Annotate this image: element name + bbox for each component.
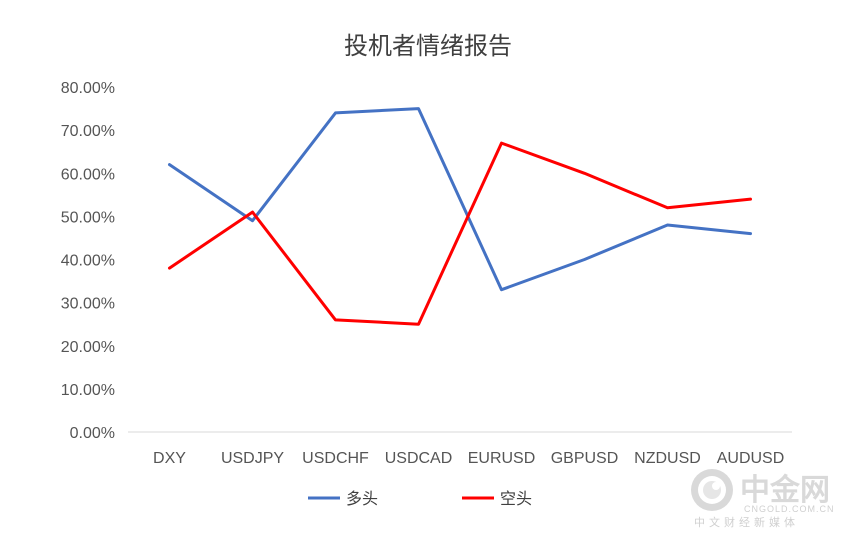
watermark: 中金网 CNGOLD.COM.CN 中文财经新媒体 <box>691 469 835 529</box>
y-tick-label: 60.00% <box>61 166 115 183</box>
x-tick-label: USDCAD <box>385 450 453 467</box>
y-tick-label: 30.00% <box>61 296 115 313</box>
x-tick-label: DXY <box>153 450 186 467</box>
series-line-long[interactable] <box>168 107 752 292</box>
legend-label-short: 空头 <box>500 489 532 508</box>
watermark-url: CNGOLD.COM.CN <box>744 504 835 514</box>
chart-title: 投机者情绪报告 <box>344 32 512 60</box>
y-tick-label: 0.00% <box>70 425 115 442</box>
series-line-short[interactable] <box>168 141 752 326</box>
x-tick-label: GBPUSD <box>551 450 619 467</box>
legend-label-long: 多头 <box>346 489 378 508</box>
cngold-logo-icon <box>691 469 733 511</box>
watermark-subtitle: 中文财经新媒体 <box>694 515 799 529</box>
series-layer <box>168 107 752 326</box>
legend: 多头 空头 <box>308 489 532 508</box>
y-tick-label: 80.00% <box>61 80 115 97</box>
x-tick-label: AUDUSD <box>717 450 785 467</box>
watermark-name: 中金网 <box>740 473 830 508</box>
x-axis-ticks: DXY USDJPY USDCHF USDCAD EURUSD GBPUSD NZDUSD A… <box>153 450 784 467</box>
x-tick-label: USDJPY <box>221 450 284 467</box>
y-tick-label: 10.00% <box>61 382 115 399</box>
x-tick-label: EURUSD <box>468 450 536 467</box>
y-axis-ticks: 0.00% 10.00% 20.00% 30.00% 40.00% 50.00% 60.00… <box>61 80 115 442</box>
legend-item-short[interactable]: 空头 <box>462 489 532 508</box>
x-tick-label: USDCHF <box>302 450 369 467</box>
y-tick-label: 40.00% <box>61 253 115 270</box>
y-tick-label: 20.00% <box>61 339 115 356</box>
y-tick-label: 50.00% <box>61 209 115 226</box>
legend-item-long[interactable]: 多头 <box>308 489 378 508</box>
x-tick-label: NZDUSD <box>634 450 701 467</box>
y-tick-label: 70.00% <box>61 123 115 140</box>
